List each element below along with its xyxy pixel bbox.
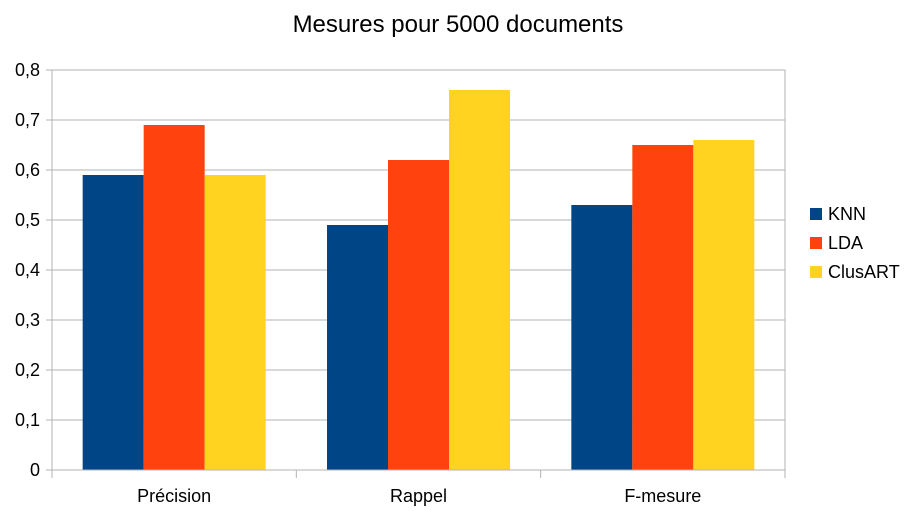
legend-swatch-knn <box>810 208 822 220</box>
bar-clusart-1 <box>204 175 266 470</box>
legend-swatch-clusart <box>810 266 822 278</box>
y-tick-label: 0 <box>30 460 40 480</box>
legend: KNN LDA ClusART <box>810 204 900 282</box>
y-tick-label: 0,5 <box>15 210 40 230</box>
legend-swatch-lda <box>810 237 822 249</box>
y-tick-label: 0,2 <box>15 360 40 380</box>
y-tick-label: 0,1 <box>15 410 40 430</box>
chart-title: Mesures pour 5000 documents <box>293 11 624 38</box>
y-tick-label: 0,4 <box>15 260 40 280</box>
bars <box>82 90 755 470</box>
y-tick-label: 0,3 <box>15 310 40 330</box>
x-category-label: Précision <box>137 486 211 506</box>
bar-knn-1 <box>82 175 144 470</box>
bar-knn-2 <box>327 225 388 470</box>
x-axis-categories: Précision Rappel F-mesure <box>137 486 701 506</box>
bar-lda-3 <box>632 145 694 470</box>
axes <box>51 469 786 478</box>
bar-clusart-3 <box>693 140 755 470</box>
legend-label-lda: LDA <box>828 233 863 253</box>
bar-lda-1 <box>143 125 205 470</box>
y-tick-label: 0,7 <box>15 110 40 130</box>
x-category-label: F-mesure <box>624 486 701 506</box>
bar-lda-2 <box>388 160 449 470</box>
y-tick-label: 0,8 <box>15 60 40 80</box>
legend-label-clusart: ClusART <box>828 262 900 282</box>
bar-knn-3 <box>571 205 633 470</box>
legend-label-knn: KNN <box>828 204 866 224</box>
y-tick-label: 0,6 <box>15 160 40 180</box>
x-category-label: Rappel <box>390 486 447 506</box>
bar-clusart-2 <box>449 90 510 470</box>
y-axis-ticks: 0 0,1 0,2 0,3 0,4 0,5 0,6 0,7 0,8 <box>15 60 52 480</box>
